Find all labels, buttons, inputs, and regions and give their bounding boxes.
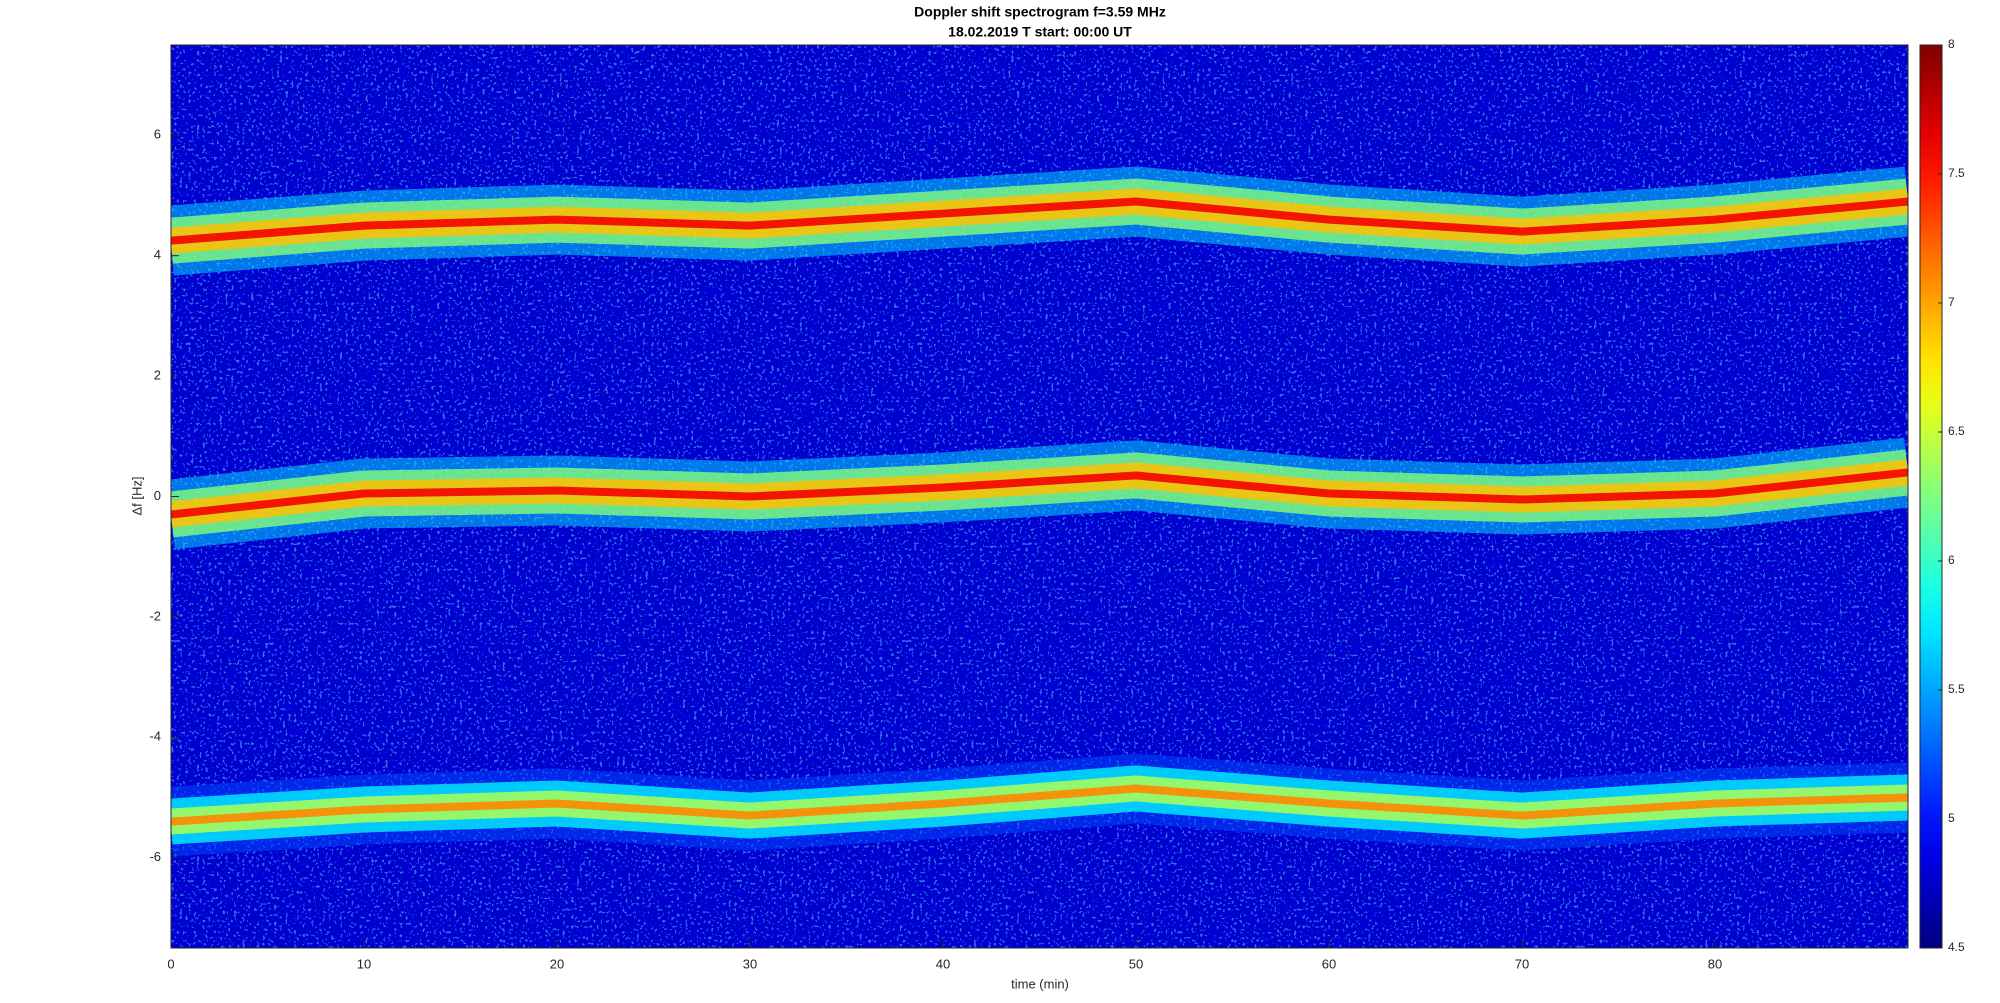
colorbar-tick-label: 4.5 [1948, 940, 1965, 954]
chart-title: Doppler shift spectrogram f=3.59 MHz [914, 4, 1166, 20]
trace-band [171, 468, 1908, 519]
colorbar-tick-label: 7 [1948, 295, 1955, 309]
colorbar-tick-label: 7.5 [1948, 166, 1965, 180]
y-axis-label: Δf [Hz] [129, 476, 144, 515]
x-tick-label: 0 [167, 956, 174, 971]
colorbar [1919, 44, 1943, 949]
y-tick-label: 6 [154, 127, 161, 142]
colorbar-tick-label: 5 [1948, 811, 1955, 825]
x-tick-label: 30 [743, 956, 757, 971]
x-tick-label: 70 [1515, 956, 1529, 971]
trace-band [171, 197, 1908, 245]
y-tick-label: -4 [149, 729, 161, 744]
x-tick-label: 50 [1129, 956, 1143, 971]
colorbar-tick-label: 5.5 [1948, 682, 1965, 696]
trace-band [171, 784, 1908, 826]
colorbar-tick-label: 6 [1948, 553, 1955, 567]
x-tick-label: 60 [1322, 956, 1336, 971]
chart-subtitle: 18.02.2019 T start: 00:00 UT [948, 24, 1132, 40]
x-tick-label: 80 [1708, 956, 1722, 971]
y-tick-label: 4 [154, 247, 161, 262]
traces [171, 166, 1908, 857]
y-tick-label: 2 [154, 368, 161, 383]
x-axis-label: time (min) [1011, 976, 1069, 991]
y-tick-label: -6 [149, 849, 161, 864]
colorbar-tick-label: 6.5 [1948, 424, 1965, 438]
colorbar-tick-label: 8 [1948, 37, 1955, 51]
y-tick-label: 0 [154, 488, 161, 503]
x-tick-label: 10 [357, 956, 371, 971]
y-tick-label: -2 [149, 608, 161, 623]
x-tick-label: 20 [550, 956, 564, 971]
x-tick-label: 40 [936, 956, 950, 971]
